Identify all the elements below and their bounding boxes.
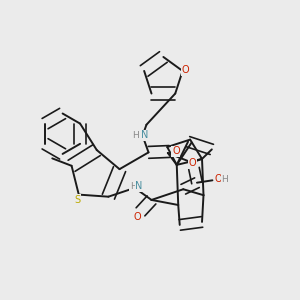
Text: H: H: [221, 175, 228, 184]
Text: N: N: [135, 181, 143, 191]
Text: O: O: [181, 65, 189, 75]
Text: O: O: [172, 146, 180, 157]
Text: O: O: [214, 174, 222, 184]
Text: O: O: [133, 212, 141, 222]
Text: O: O: [189, 158, 196, 168]
Text: N: N: [141, 130, 148, 140]
Text: H: H: [132, 130, 139, 140]
Text: H: H: [130, 182, 136, 191]
Text: S: S: [74, 195, 80, 205]
